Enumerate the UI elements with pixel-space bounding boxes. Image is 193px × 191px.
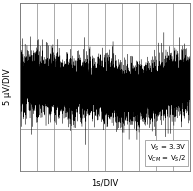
X-axis label: 1s/DIV: 1s/DIV [91, 179, 119, 188]
Text: V$_S$ = 3.3V
V$_{CM}$ = V$_S$/2: V$_S$ = 3.3V V$_{CM}$ = V$_S$/2 [147, 142, 186, 164]
Y-axis label: 5 μV/DIV: 5 μV/DIV [3, 69, 13, 105]
